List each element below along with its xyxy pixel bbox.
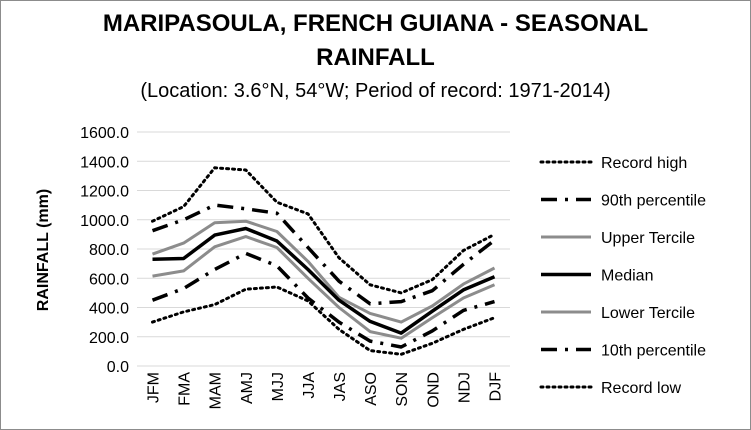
legend: Record high 90th percentile Upper Tercile M…	[539, 155, 706, 397]
x-tick-labels: JFM FMA MAM AMJ MJJ JJA JAS ASO SON OND NDJ DJF	[146, 372, 505, 410]
x-tick-label: FMA	[177, 372, 194, 406]
x-tick-label: AMJ	[239, 372, 256, 404]
legend-label: 90th percentile	[601, 193, 706, 210]
series-line-record-high	[151, 166, 496, 295]
chart-title: MARIPASOULA, FRENCH GUIANA - SEASONAL	[102, 10, 649, 37]
x-tick-label: ASO	[363, 372, 380, 406]
series-line-90th-percentile	[151, 203, 496, 306]
y-tick-label: 800.0	[89, 242, 129, 259]
series-line-lower-tercile	[152, 235, 496, 340]
legend-label: Lower Tercile	[601, 305, 695, 322]
y-tick-label: 1400.0	[80, 154, 129, 171]
series-lines	[151, 166, 496, 356]
y-tick-label: 1600.0	[80, 125, 129, 142]
y-axis-label: RAINFALL (mm)	[35, 189, 52, 311]
legend-label: Median	[601, 268, 653, 285]
x-tick-label: DJF	[487, 372, 504, 402]
series-line-record-low	[151, 285, 496, 356]
legend-label: Record high	[601, 155, 687, 172]
y-tick-label: 400.0	[89, 301, 129, 318]
series-line-median	[152, 226, 496, 335]
y-tick-label: 200.0	[89, 330, 129, 347]
y-tick-labels: 0.0 200.0 400.0 600.0 800.0 1000.0 1200.0 1400.…	[80, 125, 129, 376]
series-line-upper-tercile	[151, 219, 496, 324]
y-tick-label: 600.0	[89, 271, 129, 288]
legend-label: Upper Tercile	[601, 230, 695, 247]
chart-title-line2: RAINFALL	[316, 44, 435, 71]
legend-label: 10th percentile	[601, 343, 706, 360]
x-tick-label: JJA	[301, 372, 318, 399]
x-tick-label: OND	[425, 372, 442, 408]
y-tick-label: 1200.0	[80, 184, 129, 201]
x-tick-label: JAS	[332, 372, 349, 401]
x-tick-label: SON	[394, 372, 411, 407]
series-line-10th-percentile	[151, 251, 495, 349]
x-tick-label: MJJ	[270, 372, 287, 401]
x-tick-label: MAM	[208, 372, 225, 409]
legend-label: Record low	[601, 380, 681, 397]
x-tick-label: JFM	[146, 372, 163, 403]
chart-subtitle: (Location: 3.6°N, 54°W; Period of record…	[140, 80, 611, 102]
x-tick-label: NDJ	[456, 372, 473, 403]
gridlines	[137, 131, 510, 367]
y-tick-label: 1000.0	[80, 213, 129, 230]
y-tick-label: 0.0	[107, 359, 129, 376]
